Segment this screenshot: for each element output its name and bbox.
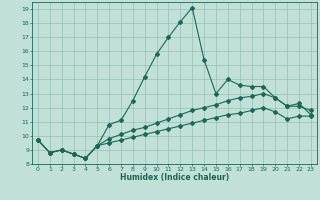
X-axis label: Humidex (Indice chaleur): Humidex (Indice chaleur) — [120, 173, 229, 182]
